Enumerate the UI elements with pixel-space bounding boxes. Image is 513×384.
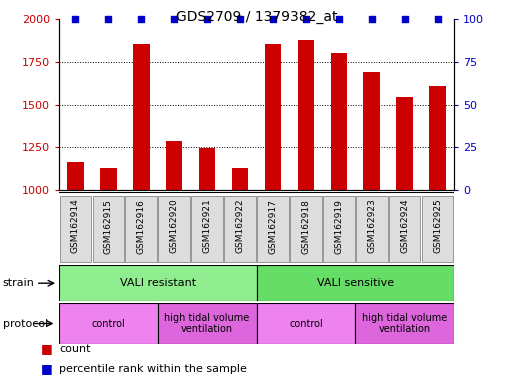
- Point: [203, 16, 211, 22]
- Bar: [397, 97, 413, 190]
- FancyBboxPatch shape: [290, 196, 322, 262]
- FancyBboxPatch shape: [257, 196, 289, 262]
- Bar: [100, 168, 116, 190]
- Text: control: control: [289, 318, 323, 329]
- Text: control: control: [91, 318, 125, 329]
- Text: GSM162919: GSM162919: [334, 199, 343, 253]
- Text: strain: strain: [3, 278, 34, 288]
- Text: GSM162917: GSM162917: [268, 199, 278, 253]
- Text: VALI resistant: VALI resistant: [120, 278, 196, 288]
- FancyBboxPatch shape: [159, 196, 190, 262]
- Text: percentile rank within the sample: percentile rank within the sample: [59, 364, 247, 374]
- Bar: [133, 44, 149, 190]
- FancyBboxPatch shape: [126, 196, 157, 262]
- Point: [433, 16, 442, 22]
- FancyBboxPatch shape: [191, 196, 223, 262]
- Bar: [265, 44, 281, 190]
- Text: ■: ■: [41, 342, 53, 355]
- Point: [269, 16, 277, 22]
- Bar: [166, 141, 183, 190]
- Point: [236, 16, 244, 22]
- Bar: [364, 72, 380, 190]
- FancyBboxPatch shape: [158, 303, 256, 344]
- Text: GDS2709 / 1379382_at: GDS2709 / 1379382_at: [176, 10, 337, 23]
- FancyBboxPatch shape: [356, 196, 387, 262]
- FancyBboxPatch shape: [389, 196, 421, 262]
- Text: count: count: [59, 344, 90, 354]
- FancyBboxPatch shape: [256, 265, 454, 301]
- Point: [170, 16, 179, 22]
- Text: VALI sensitive: VALI sensitive: [317, 278, 394, 288]
- Text: GSM162921: GSM162921: [203, 199, 212, 253]
- Point: [104, 16, 112, 22]
- FancyBboxPatch shape: [422, 196, 453, 262]
- Text: high tidal volume
ventilation: high tidal volume ventilation: [165, 313, 250, 334]
- Text: GSM162925: GSM162925: [433, 199, 442, 253]
- FancyBboxPatch shape: [60, 196, 91, 262]
- Bar: [330, 53, 347, 190]
- Text: GSM162922: GSM162922: [235, 199, 245, 253]
- Text: GSM162918: GSM162918: [301, 199, 310, 253]
- Text: GSM162915: GSM162915: [104, 199, 113, 253]
- Point: [368, 16, 376, 22]
- Point: [137, 16, 145, 22]
- Text: GSM162923: GSM162923: [367, 199, 376, 253]
- Point: [302, 16, 310, 22]
- FancyBboxPatch shape: [256, 303, 355, 344]
- Bar: [429, 86, 446, 190]
- FancyBboxPatch shape: [59, 303, 158, 344]
- Point: [334, 16, 343, 22]
- Text: GSM162924: GSM162924: [400, 199, 409, 253]
- Text: ■: ■: [41, 362, 53, 375]
- Text: GSM162914: GSM162914: [71, 199, 80, 253]
- FancyBboxPatch shape: [59, 265, 256, 301]
- Bar: [232, 168, 248, 190]
- FancyBboxPatch shape: [323, 196, 354, 262]
- Point: [71, 16, 80, 22]
- FancyBboxPatch shape: [92, 196, 124, 262]
- Point: [401, 16, 409, 22]
- Text: GSM162920: GSM162920: [170, 199, 179, 253]
- Text: high tidal volume
ventilation: high tidal volume ventilation: [362, 313, 447, 334]
- Text: protocol: protocol: [3, 318, 48, 329]
- FancyBboxPatch shape: [224, 196, 256, 262]
- Bar: [199, 148, 215, 190]
- Text: GSM162916: GSM162916: [137, 199, 146, 253]
- Bar: [298, 40, 314, 190]
- Bar: [67, 162, 84, 190]
- FancyBboxPatch shape: [355, 303, 454, 344]
